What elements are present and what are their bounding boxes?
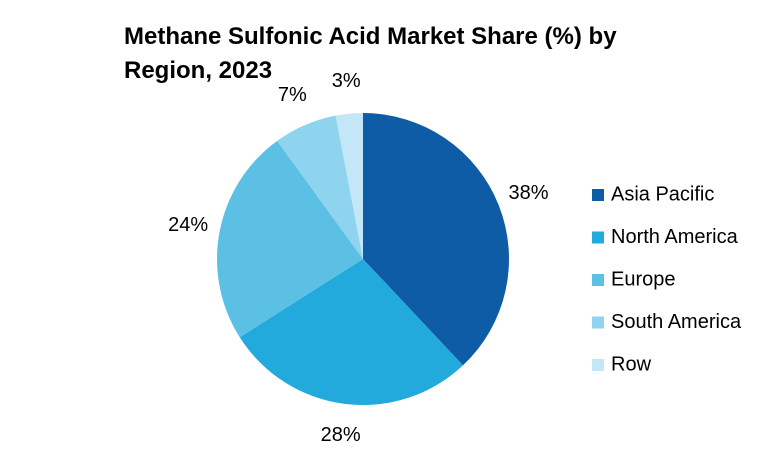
legend-label: Asia Pacific [611,183,714,205]
legend-swatch [592,231,604,244]
legend-label: Row [611,353,652,375]
pie-slice [277,115,363,259]
legend-swatch [592,316,604,329]
pie-slice [216,140,363,338]
legend-label: Europe [611,268,676,290]
data-label: 28% [321,424,361,446]
pie-slice [239,259,463,405]
legend-swatch [592,274,604,286]
pie-slice [363,113,509,366]
legend-label: North America [611,226,739,248]
pie-slice [335,113,363,259]
legend-label: South America [611,311,742,333]
chart-title: Methane Sulfonic Acid Market Share (%) b… [124,23,617,84]
legend-swatch [592,359,604,371]
data-label: 7% [278,84,307,106]
legend-swatch [592,189,604,201]
data-label: 3% [332,70,361,92]
data-label: 38% [508,182,548,204]
data-label: 24% [168,214,208,236]
